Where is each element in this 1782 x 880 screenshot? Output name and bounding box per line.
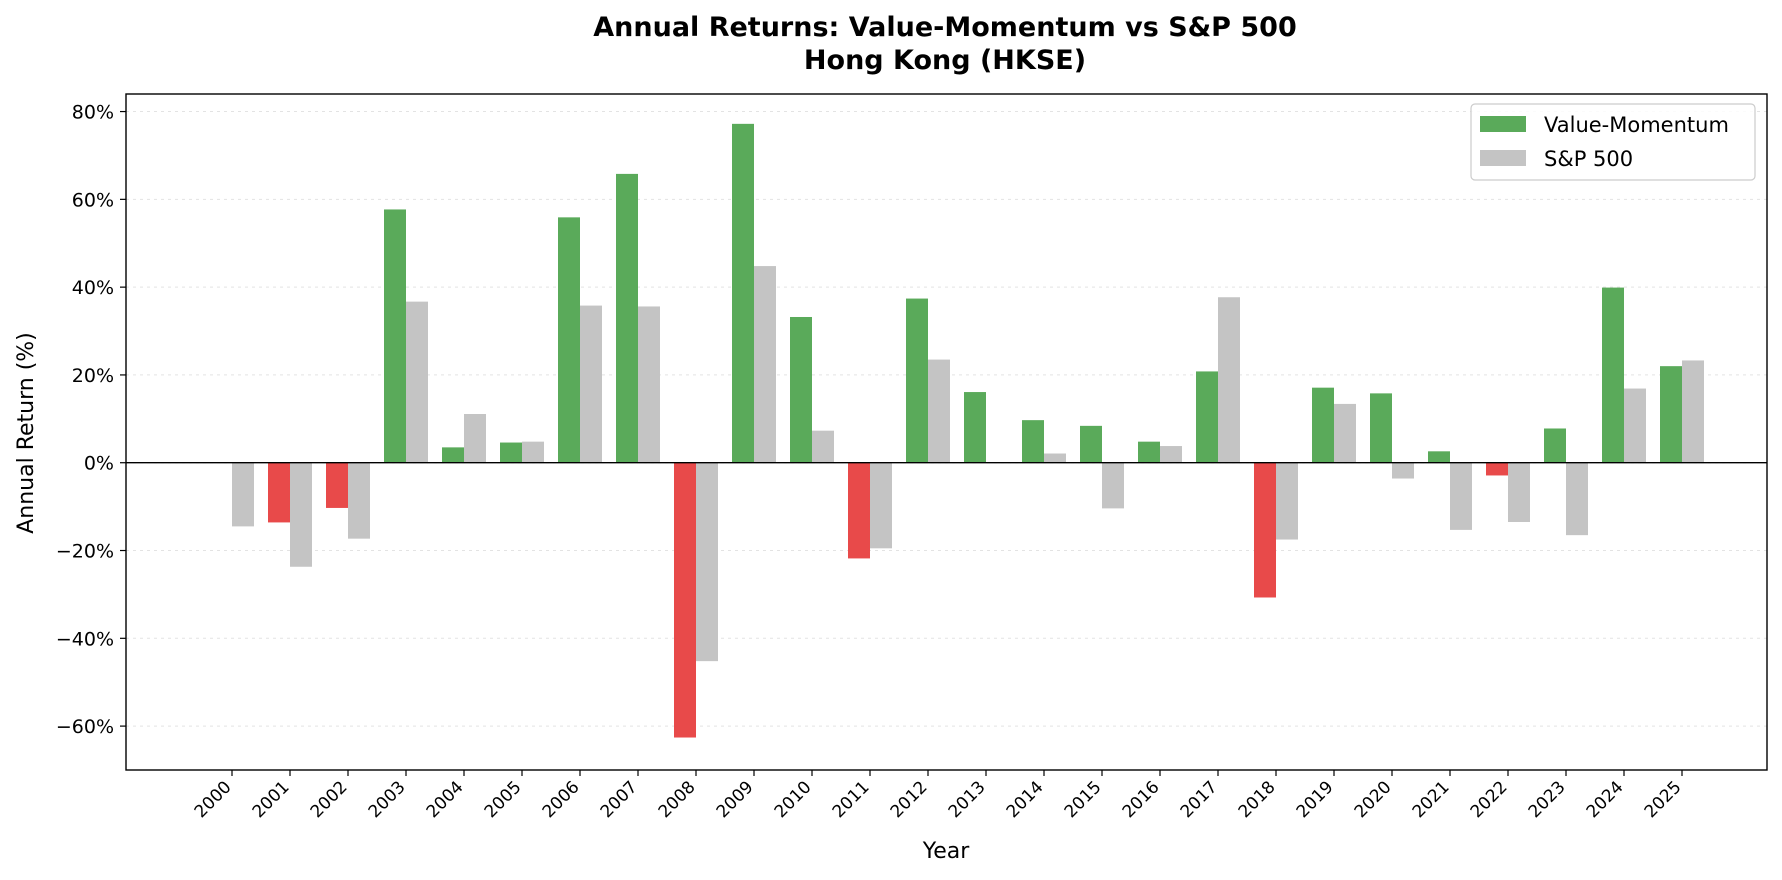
x-tick-label: 2007 — [597, 777, 642, 822]
y-tick-label: −60% — [56, 716, 114, 738]
x-tick-label: 2002 — [307, 777, 352, 822]
bar-value-momentum — [1486, 462, 1508, 476]
bar-value-momentum — [1428, 451, 1450, 463]
bar-value-momentum — [1544, 428, 1566, 463]
bar-value-momentum — [790, 316, 812, 463]
x-tick-label: 2013 — [945, 777, 990, 822]
x-tick-label: 2012 — [887, 777, 932, 822]
bar-value-momentum — [442, 447, 464, 463]
bar-value-momentum — [1196, 371, 1218, 463]
x-tick-label: 2005 — [481, 777, 526, 822]
bar-sp500 — [870, 462, 892, 549]
x-tick-label: 2008 — [655, 777, 700, 822]
x-tick-label: 2018 — [1235, 777, 1280, 822]
bar-sp500 — [290, 462, 312, 567]
x-tick-label: 2014 — [1003, 777, 1048, 822]
bar-value-momentum — [384, 209, 406, 463]
y-tick-label: −40% — [56, 628, 114, 650]
y-tick-label: 0% — [84, 453, 114, 475]
x-tick-label: 2004 — [423, 777, 468, 822]
legend: Value-Momentum S&P 500 — [1470, 103, 1756, 181]
bar-sp500 — [1624, 388, 1646, 463]
bar-sp500 — [928, 359, 950, 463]
bar-value-momentum — [674, 462, 696, 738]
bar-value-momentum — [1660, 366, 1682, 463]
y-tick-label: 20% — [72, 365, 114, 387]
bar-sp500 — [1450, 462, 1472, 530]
bar-value-momentum — [500, 442, 522, 463]
bar-sp500 — [1160, 446, 1182, 463]
bar-value-momentum — [732, 123, 754, 463]
y-tick-label: 80% — [72, 102, 114, 124]
y-tick-label: 60% — [72, 189, 114, 211]
y-axis-label: Annual Return (%) — [14, 332, 39, 534]
bar-sp500 — [232, 462, 254, 527]
bar-sp500 — [812, 430, 834, 463]
x-tick-label: 2003 — [365, 777, 410, 822]
bar-sp500 — [464, 414, 486, 463]
bar-value-momentum — [558, 217, 580, 463]
bar-sp500 — [1334, 403, 1356, 463]
bar-sp500 — [522, 441, 544, 463]
x-tick-label: 2000 — [191, 777, 236, 822]
bar-value-momentum — [848, 462, 870, 559]
plot-frame — [125, 93, 1768, 771]
bar-value-momentum — [1602, 287, 1624, 463]
x-tick-label: 2025 — [1641, 777, 1686, 822]
bar-sp500 — [1566, 462, 1588, 536]
y-tick-label: −20% — [56, 541, 114, 563]
bar-value-momentum — [326, 462, 348, 508]
x-tick-label: 2009 — [713, 777, 758, 822]
bar-value-momentum — [906, 298, 928, 463]
legend-label-value-momentum: Value-Momentum — [1544, 113, 1729, 137]
legend-swatch-value-momentum — [1480, 116, 1526, 132]
y-tick-label: 40% — [72, 277, 114, 299]
bar-sp500 — [1276, 462, 1298, 540]
bar-value-momentum — [1022, 420, 1044, 463]
bar-value-momentum — [1254, 462, 1276, 598]
x-tick-label: 2020 — [1351, 777, 1396, 822]
legend-swatch-sp500 — [1480, 150, 1526, 166]
x-tick-label: 2024 — [1583, 777, 1628, 822]
x-tick-label: 2019 — [1293, 777, 1338, 822]
bar-sp500 — [1044, 453, 1066, 463]
bar-sp500 — [1392, 462, 1414, 479]
bar-sp500 — [1508, 462, 1530, 522]
x-tick-label: 2021 — [1409, 777, 1454, 822]
chart-title: Annual Returns: Value-Momentum vs S&P 50… — [593, 12, 1296, 43]
legend-box — [1470, 103, 1756, 181]
x-axis-ticks: 2000 2001 2002 2003 2004 2005 2006 2007 2008 2009… — [191, 770, 1686, 822]
bar-sp500 — [638, 306, 660, 463]
x-tick-label: 2017 — [1177, 777, 1222, 822]
x-tick-label: 2015 — [1061, 777, 1106, 822]
chart-subtitle: Hong Kong (HKSE) — [804, 45, 1086, 76]
bar-sp500 — [1218, 297, 1240, 463]
legend-label-sp500: S&P 500 — [1544, 147, 1633, 171]
x-tick-label: 2023 — [1525, 777, 1570, 822]
x-tick-label: 2022 — [1467, 777, 1512, 822]
bar-value-momentum — [1312, 387, 1334, 463]
bar-value-momentum — [268, 462, 290, 523]
bar-sp500 — [348, 462, 370, 539]
x-tick-label: 2001 — [249, 777, 294, 822]
x-axis-label: Year — [922, 839, 971, 864]
y-axis-ticks: −60% −40% −20% 0% 20% 40% 60% 80% — [56, 102, 126, 738]
bar-value-momentum — [1138, 441, 1160, 463]
bar-value-momentum — [1080, 425, 1102, 463]
bar-sp500 — [1102, 462, 1124, 509]
bar-sp500 — [754, 266, 776, 463]
bar-sp500 — [580, 305, 602, 463]
x-tick-label: 2010 — [771, 777, 816, 822]
bar-sp500 — [1682, 360, 1704, 463]
bar-value-momentum — [616, 173, 638, 463]
bar-sp500 — [696, 462, 718, 662]
bar-sp500 — [406, 301, 428, 463]
bar-value-momentum — [1370, 393, 1392, 463]
bars — [232, 123, 1704, 738]
x-tick-label: 2016 — [1119, 777, 1164, 822]
bar-value-momentum — [964, 392, 986, 463]
x-tick-label: 2006 — [539, 777, 584, 822]
x-tick-label: 2011 — [829, 777, 874, 822]
